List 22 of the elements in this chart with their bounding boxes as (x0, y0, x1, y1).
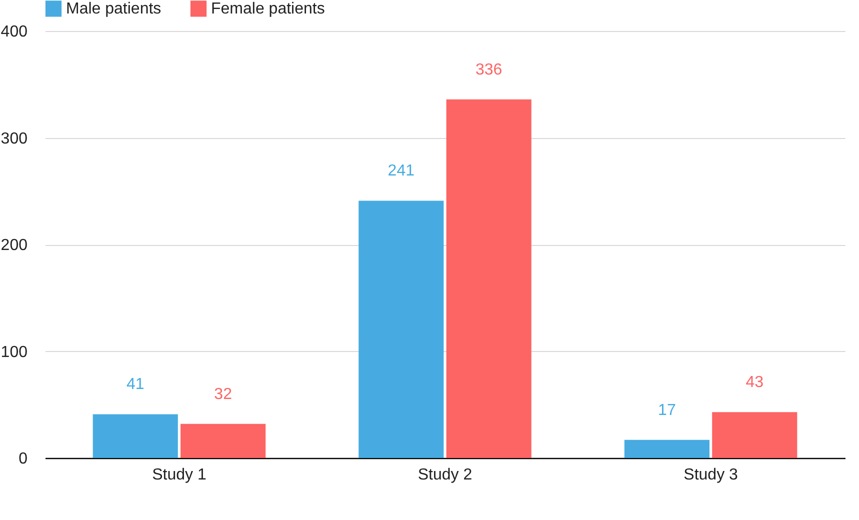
x-tick-label: Study 2 (418, 466, 472, 484)
bar (180, 424, 266, 458)
bar (712, 412, 798, 458)
y-tick-label: 400 (0, 24, 28, 40)
data-label: 32 (214, 386, 232, 403)
bar (624, 440, 710, 458)
data-label: 336 (475, 61, 502, 78)
data-label: 17 (658, 402, 676, 419)
y-tick-label: 0 (18, 450, 28, 468)
bar (446, 99, 532, 458)
bar (358, 200, 444, 458)
y-tick-label: 200 (0, 237, 28, 254)
data-label: 241 (388, 162, 415, 180)
data-label: 41 (126, 376, 144, 394)
legend-label: Female patients (211, 0, 325, 18)
y-tick-label: 300 (0, 130, 28, 148)
bar (92, 414, 178, 458)
x-tick-label: Study 3 (684, 466, 738, 484)
x-tick-label: Study 1 (152, 466, 206, 484)
data-label: 43 (746, 374, 764, 392)
legend-label: Male patients (66, 0, 162, 18)
y-tick-label: 100 (0, 344, 28, 361)
